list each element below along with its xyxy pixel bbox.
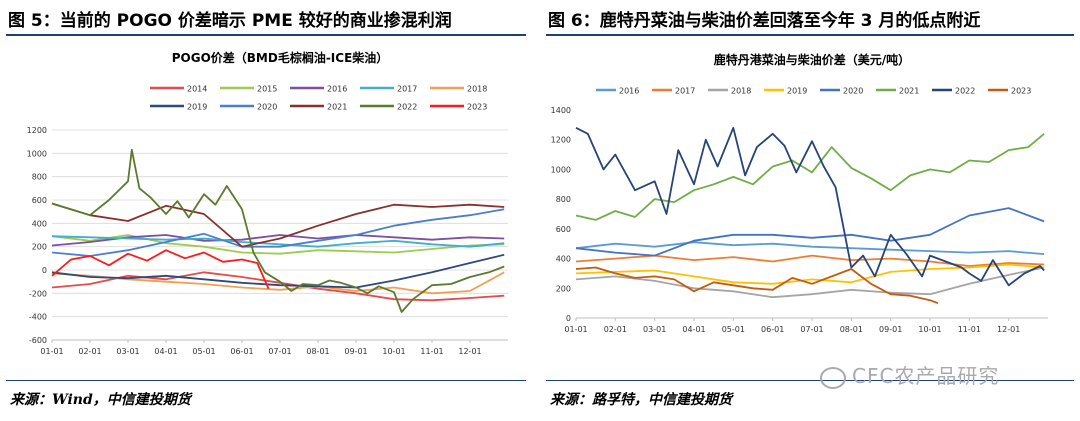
y-tick-label-1200: 1200 [27,126,47,135]
series-line-2022 [51,148,505,313]
source-note: 来源：Wind，中信建投期货 [10,392,191,408]
y-tick-label-800: 800 [556,195,571,204]
x-tick-label-06-01: 06-01 [761,325,784,334]
figure-5-panel: 图 5：当前的 POGO 价差暗示 PME 较好的商业掺混利润 POGO价差（B… [0,0,532,421]
legend-label-2023: 2023 [1011,87,1031,96]
x-tick-label-09-01: 09-01 [879,325,902,334]
legend-label-2021: 2021 [327,103,347,112]
series-line-2022 [575,126,1045,287]
x-tick-label-01-01: 01-01 [40,347,63,356]
series-line-2016 [51,234,505,247]
x-tick-label-05-01: 05-01 [722,325,745,334]
x-tick-label-12-01: 12-01 [458,347,481,356]
series-line-2021 [51,202,505,248]
y-tick-label--200: -200 [29,289,47,298]
x-tick-label-07-01: 07-01 [268,347,291,356]
series-line-2018 [575,266,1045,299]
x-tick-label-09-01: 09-01 [344,347,367,356]
y-tick-label-1000: 1000 [27,149,47,158]
source-divider [6,380,526,381]
y-tick-label-600: 600 [32,196,47,205]
legend-label-2019: 2019 [787,87,807,96]
series-line-2017 [51,235,505,248]
legend-label-2023: 2023 [467,103,487,112]
legend-label-2021: 2021 [899,87,919,96]
x-tick-label-08-01: 08-01 [840,325,863,334]
x-tick-label-01-01: 01-01 [564,325,587,334]
x-tick-label-03-01: 03-01 [643,325,666,334]
x-tick-label-12-01: 12-01 [997,325,1020,334]
watermark-text: CFC农产品研究 [852,364,1000,388]
y-tick-label-800: 800 [32,173,47,182]
figure-title: 图 5：当前的 POGO 价差暗示 PME 较好的商业掺混利润 [8,11,452,31]
legend-label-2018: 2018 [467,85,487,94]
y-tick-label-400: 400 [556,255,571,264]
series-line-2019 [51,253,505,289]
series-line-2020 [51,208,505,257]
series-line-2021 [575,133,1045,221]
wechat-icon [820,366,846,389]
series-line-2023 [51,249,270,290]
x-tick-label-07-01: 07-01 [800,325,823,334]
legend-label-2015: 2015 [257,85,277,94]
y-tick-label-0: 0 [42,266,47,275]
legend-label-2016: 2016 [327,85,347,94]
title-underline [546,34,1074,36]
series-line-2023 [575,266,939,304]
y-tick-label-1000: 1000 [551,165,571,174]
y-tick-label--600: -600 [29,336,47,345]
x-tick-label-04-01: 04-01 [682,325,705,334]
legend-label-2022: 2022 [397,103,417,112]
figure-title: 图 6：鹿特丹菜油与柴油价差回落至今年 3 月的低点附近 [548,11,981,31]
chart-title: 鹿特丹港菜油与柴油价差（美元/吨） [714,52,910,67]
title-underline [6,34,526,36]
series-line-2016 [575,241,1045,255]
x-tick-label-02-01: 02-01 [78,347,101,356]
y-tick-label--400: -400 [29,313,47,322]
x-tick-label-10-01: 10-01 [918,325,941,334]
chart-title: POGO价差（BMD毛棕榈油-ICE柴油） [172,50,389,65]
legend-label-2020: 2020 [257,103,277,112]
x-tick-label-06-01: 06-01 [230,347,253,356]
legend-label-2017: 2017 [397,85,417,94]
x-tick-label-08-01: 08-01 [306,347,329,356]
y-tick-label-400: 400 [32,219,47,228]
source-divider [546,380,1074,381]
y-tick-label-0: 0 [566,314,571,323]
legend-label-2020: 2020 [843,87,863,96]
x-tick-label-04-01: 04-01 [154,347,177,356]
series-line-2014 [51,271,505,302]
figure-6-panel: 图 6：鹿特丹菜油与柴油价差回落至今年 3 月的低点附近 鹿特丹港菜油与柴油价差… [540,0,1080,421]
rapeseed-diesel-spread-chart: 鹿特丹港菜油与柴油价差（美元/吨） 2016 2017 2018 2019 2020 202… [551,52,1048,334]
series-line-2015 [51,234,505,255]
legend-label-2019: 2019 [187,103,207,112]
series-line-2020 [575,207,1045,257]
legend-label-2014: 2014 [187,85,207,94]
y-tick-label-200: 200 [556,284,571,293]
y-tick-label-1200: 1200 [551,136,571,145]
y-tick-label-200: 200 [32,243,47,252]
legend-label-2016: 2016 [619,87,639,96]
x-tick-label-05-01: 05-01 [192,347,215,356]
y-tick-label-600: 600 [556,225,571,234]
pogo-spread-chart: POGO价差（BMD毛棕榈油-ICE柴油） 2014 2015 2016 2017 201… [27,50,508,356]
x-tick-label-10-01: 10-01 [382,347,405,356]
series-line-2018 [51,271,505,295]
legend-label-2017: 2017 [675,87,695,96]
watermark: CFC农产品研究 [820,360,999,389]
source-note: 来源：路孚特，中信建投期货 [550,392,732,408]
y-tick-label-1400: 1400 [551,106,571,115]
legend-label-2022: 2022 [955,87,975,96]
series-line-2017 [575,254,1045,267]
x-tick-label-11-01: 11-01 [420,347,443,356]
legend-label-2018: 2018 [731,87,751,96]
series-line-2019 [575,263,1045,285]
x-tick-label-03-01: 03-01 [116,347,139,356]
x-tick-label-11-01: 11-01 [958,325,981,334]
x-tick-label-02-01: 02-01 [604,325,627,334]
